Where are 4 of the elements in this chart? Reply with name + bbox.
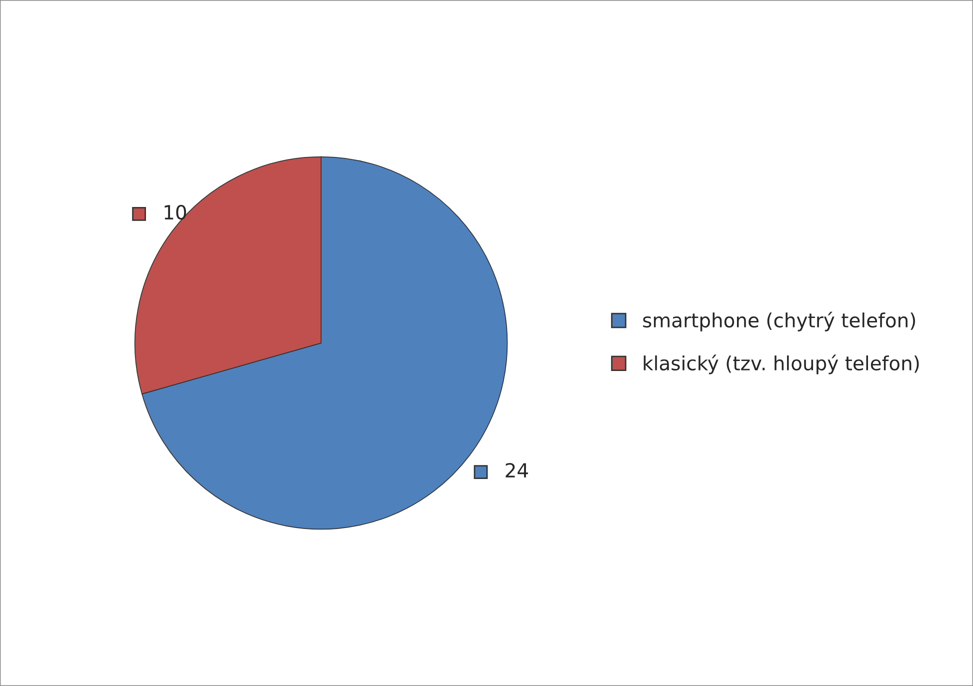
legend-label: smartphone (chytrý telefon): [643, 312, 916, 332]
data-label: 24: [506, 462, 528, 478]
legend-label: klasický (tzv. hloupý telefon): [644, 354, 919, 374]
data-label: 10: [164, 204, 186, 220]
